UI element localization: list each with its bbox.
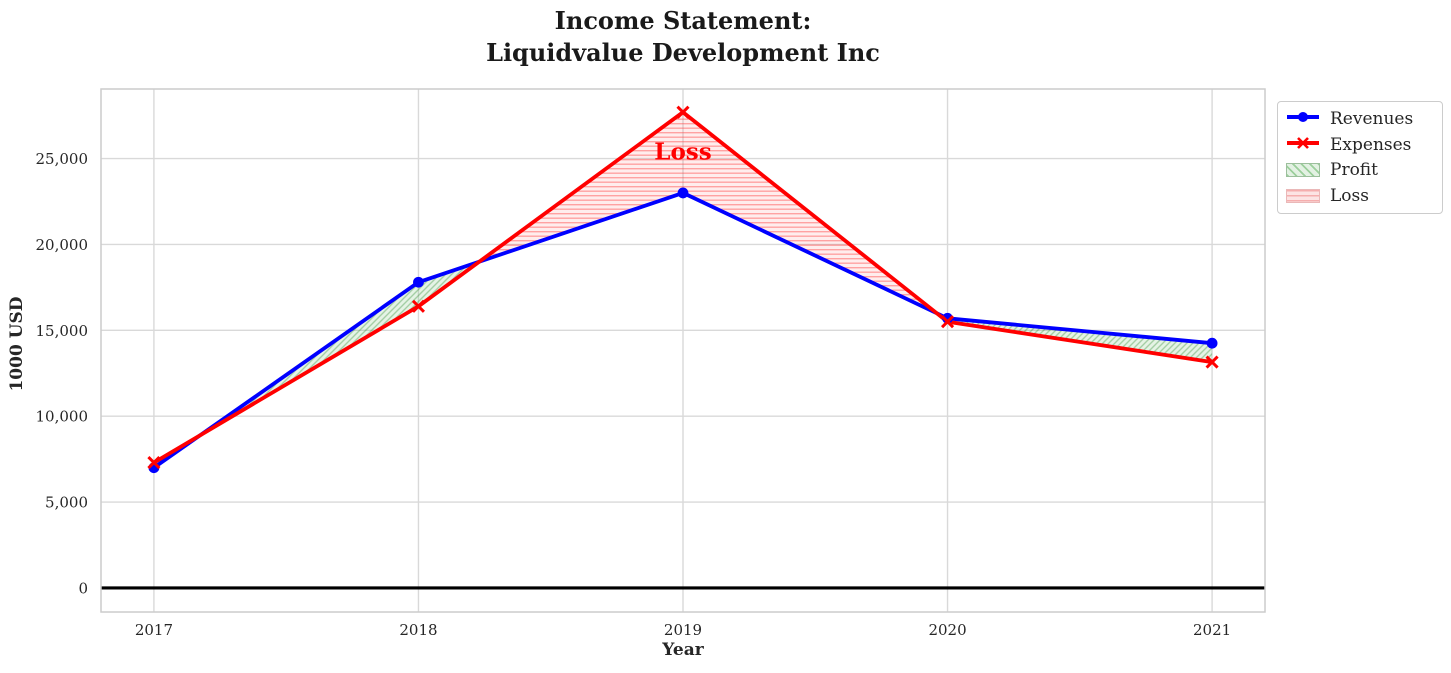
x-tick-label: 2021: [1193, 621, 1231, 639]
legend: Revenues Expenses Profit Loss: [1277, 101, 1443, 214]
profit-patch-icon: [1286, 163, 1320, 178]
expenses-markers: [147, 105, 1219, 470]
marker-point: [1205, 355, 1219, 369]
line-circle-icon: [1286, 108, 1320, 130]
y-tick-label: 0: [78, 579, 88, 597]
x-tick-label: 2018: [399, 621, 437, 639]
marker-point: [413, 276, 424, 288]
legend-label: Expenses: [1330, 134, 1412, 155]
marker-point: [677, 187, 689, 199]
y-tick-label: 20,000: [36, 236, 89, 254]
y-tick-label: 15,000: [36, 322, 89, 340]
y-axis-label: 1000 USD: [7, 296, 27, 392]
x-tick-label: 2020: [928, 621, 966, 639]
legend-item-expenses: Expenses: [1286, 132, 1434, 158]
legend-label: Profit: [1330, 160, 1378, 181]
loss-fill-region: [479, 112, 937, 314]
legend-item-loss: Loss: [1286, 183, 1434, 209]
legend-label: Loss: [1330, 186, 1369, 207]
marker-point: [147, 456, 161, 470]
x-tick-labels: 2017 2018 2019 2020 2021: [135, 621, 1231, 639]
x-tick-label: 2017: [135, 621, 173, 639]
line-x-icon: [1286, 134, 1320, 156]
y-tick-labels: 0 5,000 10,000 15,000 20,000 25,000: [36, 150, 89, 597]
chart-title: Income Statement: Liquidvalue Developmen…: [486, 6, 880, 67]
y-tick-label: 5,000: [45, 494, 88, 512]
legend-item-profit: Profit: [1286, 158, 1434, 184]
legend-item-revenues: Revenues: [1286, 106, 1434, 132]
marker-point: [940, 315, 955, 329]
loss-annotation: Loss: [654, 139, 711, 166]
marker-point: [1206, 337, 1218, 349]
x-axis-label: Year: [662, 640, 704, 660]
marker-point: [676, 105, 690, 119]
legend-label: Revenues: [1330, 108, 1414, 129]
marker-point: [411, 299, 426, 313]
y-tick-label: 10,000: [36, 408, 89, 426]
loss-patch-icon: [1286, 189, 1320, 204]
x-tick-label: 2019: [664, 621, 702, 639]
y-tick-label: 25,000: [36, 150, 89, 168]
plot-border: [100, 88, 1266, 613]
